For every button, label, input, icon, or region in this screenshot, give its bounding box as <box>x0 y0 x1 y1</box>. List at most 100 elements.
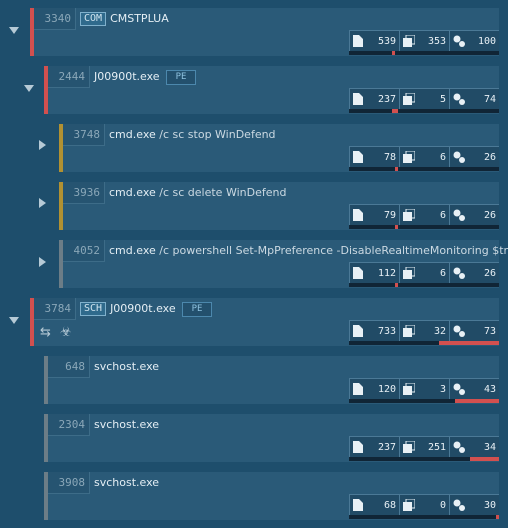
pid-label: 3936 <box>63 182 105 204</box>
network-icon <box>453 93 465 105</box>
registry-icon <box>403 209 415 221</box>
expand-toggle-3748[interactable] <box>34 137 50 153</box>
file-icon <box>353 267 363 279</box>
collapse-toggle-2444[interactable] <box>21 80 37 96</box>
file-count[interactable]: 733 <box>349 320 399 341</box>
process-args: /c sc delete WinDefend <box>159 186 287 199</box>
stats-bar: 112 6 26 <box>349 262 499 284</box>
process-title: svchost.exe <box>94 414 159 436</box>
file-count[interactable]: 78 <box>349 146 399 167</box>
file-count[interactable]: 68 <box>349 494 399 515</box>
registry-count[interactable]: 5 <box>399 88 449 109</box>
network-count[interactable]: 74 <box>449 88 499 109</box>
stats-bar: 120 3 43 <box>349 378 499 400</box>
process-name: J00900t.exe <box>94 70 160 83</box>
stats-bar: 237 5 74 <box>349 88 499 110</box>
pid-label: 3908 <box>48 472 90 494</box>
registry-count[interactable]: 32 <box>399 320 449 341</box>
network-icon <box>453 383 465 395</box>
network-count[interactable]: 26 <box>449 204 499 225</box>
process-name: svchost.exe <box>94 476 160 489</box>
stats-bar: 68 0 30 <box>349 494 499 516</box>
network-count[interactable]: 30 <box>449 494 499 515</box>
process-name: svchost.exe <box>94 418 160 431</box>
process-title: J00900t.exe PE <box>94 66 197 88</box>
network-icon <box>453 267 465 279</box>
activity-bar <box>349 109 499 113</box>
registry-count[interactable]: 0 <box>399 494 449 515</box>
pid-label: 2444 <box>48 66 90 88</box>
biohazard-icon: ☣ <box>60 325 72 340</box>
pe-badge: PE <box>165 69 197 85</box>
stats-bar: 237 251 34 <box>349 436 499 458</box>
file-count[interactable]: 539 <box>349 30 399 51</box>
file-icon <box>353 441 363 453</box>
registry-count[interactable]: 6 <box>399 146 449 167</box>
activity-bar <box>349 399 499 403</box>
process-node-3908[interactable]: 3908 svchost.exe 68 0 30 <box>44 472 499 520</box>
network-count[interactable]: 34 <box>449 436 499 457</box>
stats-bar: 79 6 26 <box>349 204 499 226</box>
process-node-648[interactable]: 648 svchost.exe 120 3 43 <box>44 356 499 404</box>
file-count[interactable]: 79 <box>349 204 399 225</box>
expand-toggle-4052[interactable] <box>34 254 50 270</box>
pid-label: 648 <box>48 356 90 378</box>
file-count[interactable]: 120 <box>349 378 399 399</box>
file-count[interactable]: 237 <box>349 436 399 457</box>
process-node-3748[interactable]: 3748 cmd.exe /c sc stop WinDefend 78 6 2… <box>59 124 499 172</box>
process-name: CMSTPLUA <box>110 12 169 25</box>
network-count[interactable]: 73 <box>449 320 499 341</box>
file-icon <box>353 499 363 511</box>
process-name: cmd.exe <box>109 244 156 257</box>
activity-bar <box>349 283 499 287</box>
registry-icon <box>403 441 415 453</box>
network-count[interactable]: 100 <box>449 30 499 51</box>
registry-count[interactable]: 353 <box>399 30 449 51</box>
network-count[interactable]: 43 <box>449 378 499 399</box>
activity-bar <box>349 225 499 229</box>
activity-bar <box>349 457 499 461</box>
network-icon <box>453 151 465 163</box>
process-node-4052[interactable]: 4052 cmd.exe /c powershell Set-MpPrefere… <box>59 240 508 288</box>
stats-bar: 733 32 73 <box>349 320 499 342</box>
process-title: cmd.exe /c sc delete WinDefend <box>109 182 286 204</box>
expand-toggle-3936[interactable] <box>34 195 50 211</box>
chevron-down-icon <box>24 84 34 92</box>
process-args: /c sc stop WinDefend <box>159 128 276 141</box>
file-icon <box>353 151 363 163</box>
file-count[interactable]: 112 <box>349 262 399 283</box>
registry-icon <box>403 151 415 163</box>
process-title: cmd.exe /c sc stop WinDefend <box>109 124 276 146</box>
collapse-toggle-3784[interactable] <box>6 312 22 328</box>
process-title: svchost.exe <box>94 472 159 494</box>
process-name: svchost.exe <box>94 360 160 373</box>
collapse-toggle-3340[interactable] <box>6 22 22 38</box>
process-args: /c powershell Set-MpPreference -DisableR… <box>159 244 508 257</box>
process-title: svchost.exe <box>94 356 159 378</box>
pid-label: 2304 <box>48 414 90 436</box>
registry-count[interactable]: 251 <box>399 436 449 457</box>
activity-bar <box>349 515 499 519</box>
registry-count[interactable]: 6 <box>399 204 449 225</box>
file-icon <box>353 35 363 47</box>
process-node-2444[interactable]: 2444 J00900t.exe PE 237 5 74 <box>44 66 499 114</box>
registry-icon <box>403 93 415 105</box>
network-count[interactable]: 26 <box>449 146 499 167</box>
process-node-3784[interactable]: 3784 SCH J00900t.exe PE ⇆ ☣ 733 32 73 <box>30 298 499 346</box>
network-icon <box>453 499 465 511</box>
process-node-2304[interactable]: 2304 svchost.exe 237 251 34 <box>44 414 499 462</box>
process-node-3340[interactable]: 3340 COM CMSTPLUA 539 353 100 <box>30 8 499 56</box>
registry-count[interactable]: 6 <box>399 262 449 283</box>
process-title: cmd.exe /c powershell Set-MpPreference -… <box>109 240 508 262</box>
pid-label: 3784 <box>34 298 76 320</box>
chevron-down-icon <box>9 316 19 324</box>
file-count[interactable]: 237 <box>349 88 399 109</box>
registry-icon <box>403 325 415 337</box>
arrows-icon: ⇆ <box>40 325 51 340</box>
network-count[interactable]: 26 <box>449 262 499 283</box>
process-node-3936[interactable]: 3936 cmd.exe /c sc delete WinDefend 79 6… <box>59 182 499 230</box>
registry-count[interactable]: 3 <box>399 378 449 399</box>
chevron-right-icon <box>38 140 46 150</box>
registry-icon <box>403 499 415 511</box>
process-name: cmd.exe <box>109 186 156 199</box>
